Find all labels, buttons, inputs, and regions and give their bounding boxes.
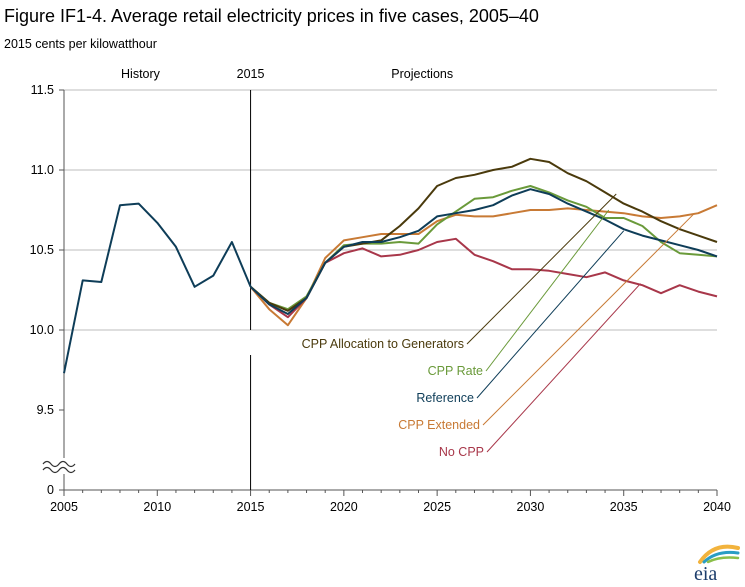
y-tick-label: 0 — [47, 483, 54, 497]
y-tick-label: 10.5 — [30, 243, 54, 257]
eia-logo: eia — [692, 540, 742, 585]
y-tick-label: 9.5 — [37, 403, 54, 417]
callout-leader — [485, 209, 610, 372]
logo-arc-yellow — [698, 544, 740, 564]
callout-label: CPP Extended — [398, 418, 480, 432]
logo-text: eia — [694, 563, 717, 582]
x-tick-label: 2040 — [703, 500, 731, 514]
x-tick-label: 2005 — [50, 500, 78, 514]
y-tick-label: 11.0 — [31, 163, 54, 177]
x-tick-label: 2025 — [423, 500, 451, 514]
series-line-reference — [249, 188, 718, 315]
region-label: 2015 — [237, 67, 265, 81]
chart-title: Figure IF1-4. Average retail electricity… — [4, 6, 539, 26]
series-callouts: CPP Allocation to Generators CPP Rate Refe… — [302, 193, 695, 459]
series-line-cpp-rate — [249, 185, 718, 311]
history-line — [63, 202, 252, 374]
callout-label: Reference — [416, 391, 474, 405]
grid-lines — [64, 89, 717, 331]
callout-leader — [482, 212, 695, 426]
logo-arc-teal — [702, 550, 740, 564]
axis-labels: 0 9.5 10.0 10.5 11.0 11.5 2005 2010 2015 2020 2025… — [30, 67, 731, 514]
y-tick-label: 11.5 — [31, 83, 54, 97]
region-label: History — [121, 67, 161, 81]
chart-units-label: 2015 cents per kilowatthour — [4, 37, 157, 51]
axes — [41, 89, 718, 496]
x-tick-label: 2020 — [330, 500, 358, 514]
callout-leader — [476, 230, 625, 399]
axis-break-icon — [42, 460, 76, 468]
x-tick-label: 2015 — [237, 500, 265, 514]
series-line-cpp-extended — [249, 204, 718, 327]
x-tick-label: 2030 — [517, 500, 545, 514]
logo-arc-green — [706, 556, 740, 564]
x-tick-label: 2035 — [610, 500, 638, 514]
callout-leader — [486, 283, 641, 453]
y-tick-label: 10.0 — [30, 323, 54, 337]
callout-label: CPP Allocation to Generators — [302, 337, 464, 351]
callout-label: No CPP — [439, 445, 484, 459]
region-label: Projections — [391, 67, 453, 81]
callout-leader — [466, 193, 617, 345]
series-line-no-cpp — [249, 237, 718, 319]
x-tick-label: 2010 — [143, 500, 171, 514]
axis-break-icon — [42, 466, 76, 474]
callout-label: CPP Rate — [428, 364, 483, 378]
